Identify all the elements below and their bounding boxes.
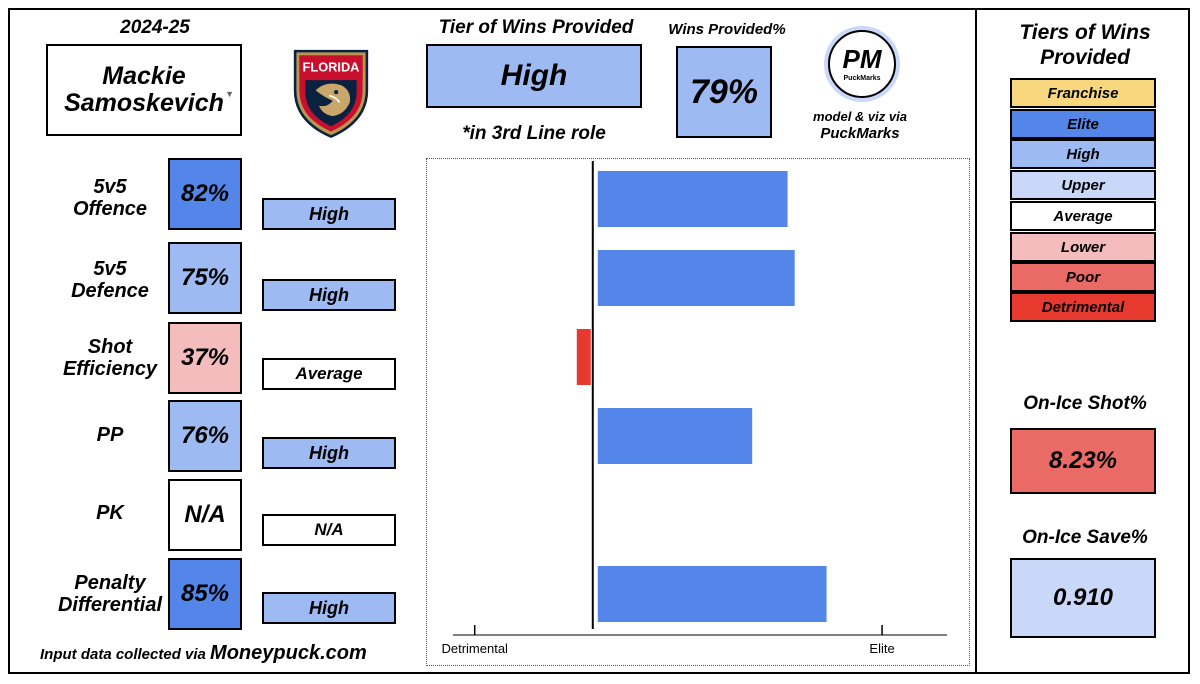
pct-5v5-offence: 82%: [168, 158, 242, 230]
legend-high: High: [1010, 139, 1156, 169]
tier-5v5-offence: High: [262, 198, 396, 230]
on-ice-shot-label: On-Ice Shot%: [1023, 393, 1147, 414]
bar-penalty-differential: [597, 566, 827, 622]
on-ice-shot-value: 8.23%: [1010, 428, 1156, 494]
puckmarks-logo: PM PuckMarks: [824, 26, 900, 102]
legend-elite: Elite: [1010, 109, 1156, 139]
legend-upper: Upper: [1010, 170, 1156, 200]
tier-value: High: [426, 44, 642, 108]
pct-5v5-defence: 75%: [168, 242, 242, 314]
metric-label-penalty-differential: Penalty Differential: [57, 572, 163, 616]
wins-chart-svg: Detrimental Elite: [441, 161, 947, 656]
on-ice-save-value: 0.910: [1010, 558, 1156, 638]
metric-label-shot-efficiency: Shot Efficiency: [62, 336, 158, 380]
pct-pp: 76%: [168, 400, 242, 472]
pct-pk: N/A: [168, 479, 242, 551]
bar-5v5-defence: [597, 250, 795, 306]
tier-pp: High: [262, 437, 396, 469]
data-source-note: Input data collected via Moneypuck.com: [40, 642, 367, 664]
dashboard-frame: [8, 8, 1190, 674]
legend-poor: Poor: [1010, 262, 1156, 292]
role-note: *in 3rd Line role: [462, 123, 606, 144]
legend-title: Tiers of Wins Provided: [1019, 21, 1151, 70]
legend-franchise: Franchise: [1010, 78, 1156, 108]
chevron-down-icon[interactable]: ▼: [225, 89, 234, 99]
florida-panthers-logo: FLORIDA: [293, 49, 369, 138]
on-ice-save-label: On-Ice Save%: [1022, 527, 1148, 548]
credit-line-2: PuckMarks: [820, 125, 900, 142]
player-last-name: Samoskevich: [64, 89, 224, 117]
season-label: 2024-25: [120, 17, 190, 38]
section-divider: [975, 8, 977, 674]
tier-pk: N/A: [262, 514, 396, 546]
tier-heading: Tier of Wins Provided: [438, 17, 634, 38]
bar-pp: [597, 408, 753, 464]
pct-shot-efficiency: 37%: [168, 322, 242, 394]
wins-heading: Wins Provided%: [668, 21, 786, 38]
svg-text:PuckMarks: PuckMarks: [844, 75, 881, 82]
bar-5v5-offence: [597, 171, 788, 227]
metric-label-pp: PP: [96, 424, 124, 446]
metric-label-pk: PK: [96, 502, 124, 524]
tier-penalty-differential: High: [262, 592, 396, 624]
metric-label-5v5-defence: 5v5 Defence: [71, 258, 149, 302]
logo-text: FLORIDA: [303, 60, 360, 75]
pct-penalty-differential: 85%: [168, 558, 242, 630]
legend-average: Average: [1010, 201, 1156, 231]
credit-line-1: model & viz via: [813, 109, 907, 124]
x-tick-label-detrimental: Detrimental: [441, 641, 508, 656]
moneypuck-link[interactable]: Moneypuck.com: [210, 642, 367, 664]
tier-5v5-defence: High: [262, 279, 396, 311]
x-tick-label-elite: Elite: [869, 641, 894, 656]
legend-detrimental: Detrimental: [1010, 292, 1156, 322]
player-first-name: Mackie: [102, 61, 186, 90]
metric-label-5v5-offence: 5v5 Offence: [72, 176, 148, 220]
wins-value: 79%: [676, 46, 772, 138]
legend-lower: Lower: [1010, 232, 1156, 262]
bar-shot-efficiency: [576, 329, 591, 385]
wins-chart: Detrimental Elite: [426, 158, 970, 666]
player-select[interactable]: Mackie Samoskevich ▼: [46, 44, 242, 136]
tier-shot-efficiency: Average: [262, 358, 396, 390]
svg-text:PM: PM: [843, 44, 883, 74]
